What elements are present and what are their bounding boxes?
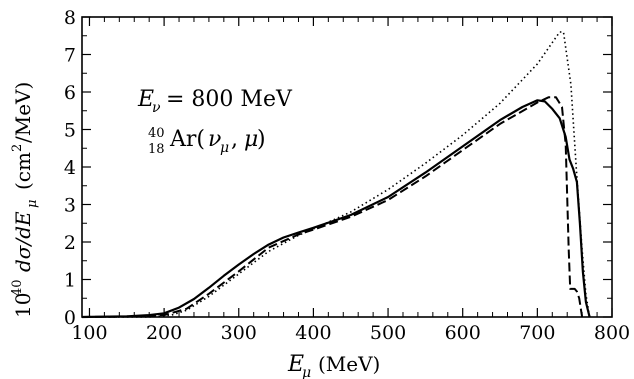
svg-text:dσ/dE: dσ/dE bbox=[11, 211, 35, 272]
series-line-dotted bbox=[82, 31, 591, 318]
series-curves bbox=[81, 31, 591, 319]
y-tick-label: 1 bbox=[64, 270, 76, 292]
svg-text:μ: μ bbox=[244, 127, 258, 152]
svg-text:ν: ν bbox=[208, 127, 221, 152]
annotation-reaction: 40 18 Ar( ν μ , μ ) bbox=[148, 126, 266, 157]
x-tick-label: 100 bbox=[71, 322, 107, 344]
x-tick-label: 200 bbox=[146, 322, 182, 344]
svg-text:): ) bbox=[257, 127, 266, 152]
y-axis-label: 10 40 dσ/dE μ (cm 2 /MeV) bbox=[10, 82, 40, 318]
series-line-dashed bbox=[81, 96, 584, 318]
svg-text:μ: μ bbox=[302, 365, 311, 379]
x-tick-label: 300 bbox=[221, 322, 257, 344]
x-tick-label: 700 bbox=[519, 322, 555, 344]
y-tick-label: 4 bbox=[64, 157, 76, 179]
svg-text:(cm: (cm bbox=[11, 152, 35, 190]
svg-text:ν: ν bbox=[152, 100, 161, 116]
plot-frame bbox=[81, 16, 613, 318]
x-tick-label: 600 bbox=[445, 322, 481, 344]
series-line-solid bbox=[81, 99, 591, 319]
y-tick-label: 7 bbox=[64, 45, 76, 67]
y-tick-label: 8 bbox=[64, 7, 76, 29]
y-tick-label: 0 bbox=[64, 307, 76, 329]
x-tick-label: 500 bbox=[370, 322, 406, 344]
y-tick-label: 3 bbox=[64, 195, 76, 217]
annotation-energy: E ν = 800 MeV bbox=[137, 87, 293, 116]
svg-text:Ar(: Ar( bbox=[169, 127, 205, 152]
axis-ticks: 100 200 300 400 500 600 700 800 0 1 2 3 4 5 6 7 8 bbox=[64, 7, 630, 344]
y-tick-label: 5 bbox=[64, 120, 76, 142]
x-tick-label: 800 bbox=[594, 322, 630, 344]
svg-text:,: , bbox=[231, 127, 238, 152]
plot-area bbox=[81, 16, 613, 318]
svg-text:10: 10 bbox=[11, 293, 35, 318]
svg-text:(MeV): (MeV) bbox=[318, 352, 380, 376]
svg-text:E: E bbox=[137, 87, 154, 112]
svg-text:= 800 MeV: = 800 MeV bbox=[166, 87, 293, 112]
y-tick-label: 2 bbox=[64, 232, 76, 254]
svg-text:40: 40 bbox=[10, 279, 25, 296]
svg-text:2: 2 bbox=[10, 144, 25, 152]
x-tick-label: 400 bbox=[295, 322, 331, 344]
svg-text:40: 40 bbox=[148, 126, 165, 141]
x-axis-label: E μ (MeV) bbox=[287, 352, 380, 379]
svg-text:18: 18 bbox=[148, 142, 165, 157]
svg-text:/MeV): /MeV) bbox=[11, 82, 35, 143]
svg-text:μ: μ bbox=[25, 200, 40, 208]
svg-text:E: E bbox=[287, 352, 304, 377]
svg-text:μ: μ bbox=[220, 140, 229, 156]
y-tick-label: 6 bbox=[64, 82, 76, 104]
